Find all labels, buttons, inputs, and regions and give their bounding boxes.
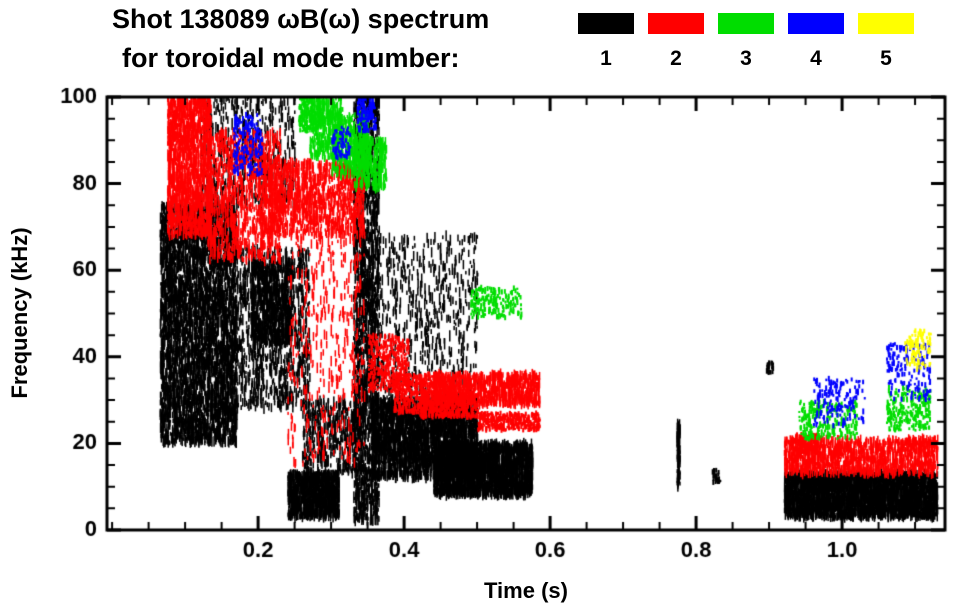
legend-label-2: 2 [670,47,682,70]
legend-swatch-3 [718,13,774,34]
legend-swatch-4 [788,13,844,34]
legend-labels: 1 2 3 4 5 [578,47,914,71]
chart-subtitle: for toroidal mode number: [122,43,460,73]
legend-label-3: 3 [740,47,752,70]
legend-label-4: 4 [810,47,822,70]
y-axis-label: Frequency (kHz) [7,227,32,399]
legend [578,13,914,34]
legend-swatch-5 [858,13,914,34]
chart-title: Shot 138089 ωB(ω) spectrum [112,4,490,34]
legend-swatch-2 [648,13,704,34]
legend-swatch-1 [578,13,634,34]
legend-label-1: 1 [600,47,612,70]
x-axis-label: Time (s) [484,578,568,603]
legend-label-5: 5 [880,47,892,70]
